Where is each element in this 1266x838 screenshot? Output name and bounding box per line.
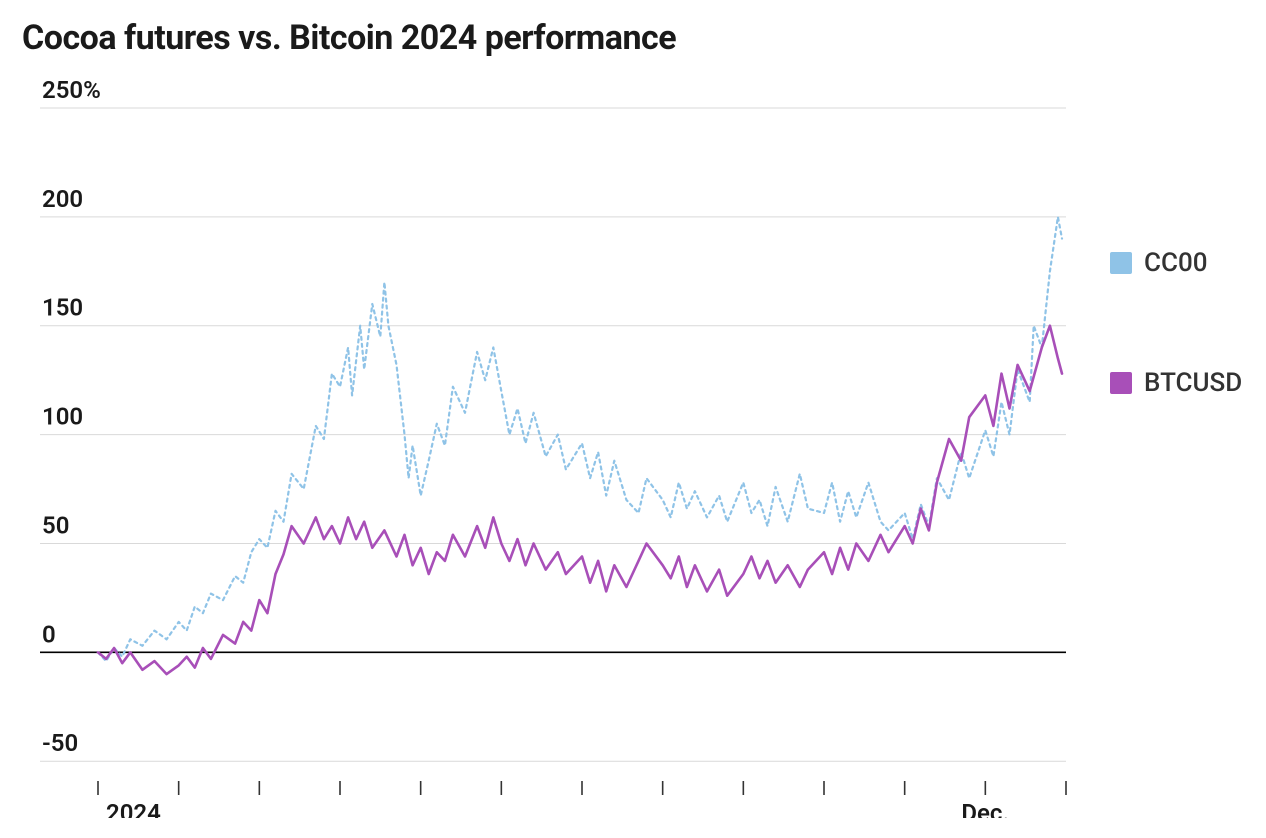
y-axis-label: 100	[42, 403, 83, 431]
legend-swatch	[1110, 252, 1132, 274]
legend-item-CC00: CC00	[1110, 248, 1242, 278]
legend: CC00 BTCUSD	[1080, 78, 1242, 398]
chart-title: Cocoa futures vs. Bitcoin 2024 performan…	[22, 18, 1246, 58]
legend-label: CC00	[1144, 248, 1208, 278]
x-axis-label: Dec.	[961, 799, 1009, 818]
legend-swatch	[1110, 372, 1132, 394]
legend-item-BTCUSD: BTCUSD	[1110, 368, 1242, 398]
y-axis-label: 200	[42, 185, 83, 213]
y-axis-label: 50	[42, 511, 69, 539]
y-axis-label: -50	[42, 729, 78, 757]
y-axis-label: 150	[42, 294, 83, 322]
y-axis-label: 250%	[42, 78, 101, 104]
y-axis-label: 0	[42, 620, 56, 648]
line-chart: -50 0 50 100 150 200 250% 2024 Dec.	[20, 78, 1080, 818]
x-axis-label: 2024	[106, 799, 161, 818]
legend-label: BTCUSD	[1144, 368, 1242, 398]
